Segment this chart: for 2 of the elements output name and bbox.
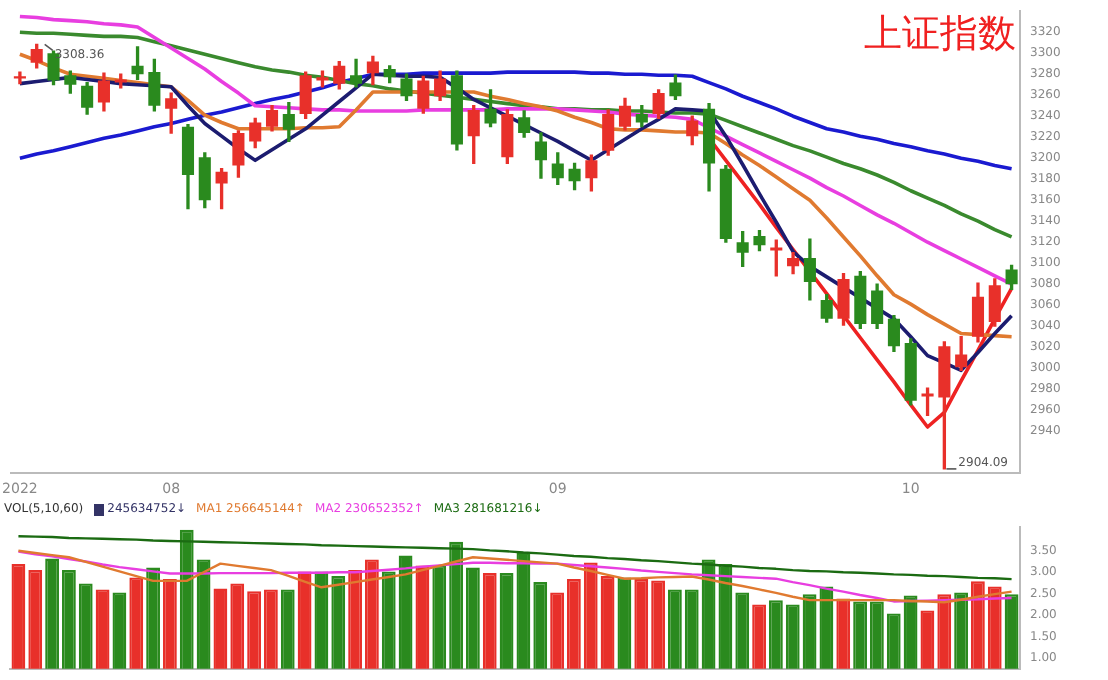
chart-title: 上证指数 [864,10,1016,60]
candlestick [13,71,26,85]
